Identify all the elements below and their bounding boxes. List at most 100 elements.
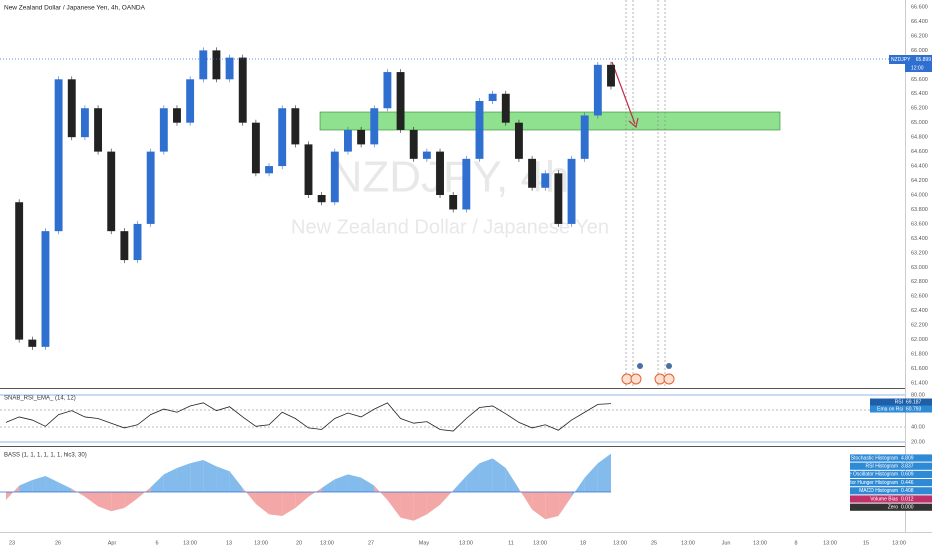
candle bbox=[54, 79, 63, 232]
rsi-tick-label: 80.00 bbox=[911, 392, 925, 398]
bass-area bbox=[453, 476, 467, 492]
rsi-tick-label: 20.00 bbox=[911, 439, 925, 445]
candle bbox=[449, 195, 458, 210]
bass-area bbox=[190, 460, 204, 492]
bass-badge-label: Alligator Hunger Histogram bbox=[838, 480, 898, 486]
candle bbox=[133, 223, 142, 261]
bass-area bbox=[255, 492, 270, 515]
price-tick-label: 63.600 bbox=[911, 221, 928, 227]
candle bbox=[317, 195, 326, 203]
price-tick-label: 65.000 bbox=[911, 120, 928, 126]
bass-area bbox=[282, 492, 296, 516]
bass-area bbox=[216, 466, 230, 492]
date-markers bbox=[625, 0, 666, 388]
bass-area bbox=[229, 471, 243, 492]
candle bbox=[330, 151, 339, 203]
bass-area bbox=[98, 492, 112, 512]
rsi-line bbox=[5, 402, 612, 432]
time-tick-label: 20 bbox=[296, 540, 302, 546]
bass-area bbox=[163, 468, 177, 492]
time-tick-label: 13 bbox=[226, 540, 232, 546]
symbol-tag: NZDJPY bbox=[891, 57, 911, 63]
candle bbox=[580, 115, 589, 159]
candle bbox=[265, 166, 273, 174]
price-tick-label: 66.400 bbox=[911, 19, 928, 25]
bass-area bbox=[532, 492, 546, 520]
time-tick-label: Apr bbox=[108, 540, 117, 546]
projection-arrow bbox=[611, 61, 636, 125]
candle bbox=[593, 64, 602, 116]
bass-area bbox=[545, 492, 559, 520]
bass-badge bbox=[850, 479, 932, 487]
time-tick-label: 13:00 bbox=[320, 540, 334, 546]
bass-badge-label: Zero bbox=[888, 505, 899, 511]
bass-area bbox=[334, 474, 348, 492]
candle bbox=[186, 79, 195, 123]
rsi-title: SNAB_RSI_EMA_ (14, 12) bbox=[4, 396, 76, 402]
bass-area bbox=[440, 490, 454, 505]
price-tick-label: 62.200 bbox=[911, 323, 928, 329]
rsi-badge bbox=[870, 405, 932, 413]
price-tick-label: 64.400 bbox=[911, 164, 928, 170]
candle bbox=[28, 339, 37, 347]
bass-area bbox=[400, 492, 414, 521]
price-tick-label: 63.200 bbox=[911, 250, 928, 256]
price-tick-label: 62.800 bbox=[911, 279, 928, 285]
bass-area bbox=[492, 458, 506, 492]
support-zone bbox=[319, 111, 781, 131]
bass-area bbox=[84, 492, 99, 507]
candle bbox=[238, 57, 247, 123]
candle bbox=[94, 108, 103, 152]
candle bbox=[475, 101, 484, 159]
time-tick-label: 25 bbox=[651, 540, 657, 546]
price-tick-label: 61.400 bbox=[911, 380, 928, 386]
price-tick-label: 66.000 bbox=[911, 48, 928, 54]
bass-badge-value: 0.408 bbox=[901, 488, 914, 494]
candle bbox=[462, 158, 471, 210]
price-tick-label: 62.000 bbox=[911, 337, 928, 343]
price-tick-label: 62.400 bbox=[911, 308, 928, 314]
price-tick-label: 66.200 bbox=[911, 33, 928, 39]
candle bbox=[67, 79, 76, 138]
price-tick-label: 64.000 bbox=[911, 192, 928, 198]
bass-badge-value: 4.809 bbox=[901, 455, 914, 461]
candle bbox=[607, 64, 615, 87]
time-tick-label: 27 bbox=[368, 540, 374, 546]
time-tick-label: 18 bbox=[580, 540, 586, 546]
time-tick-label: May bbox=[419, 540, 430, 546]
countdown: 12:00 bbox=[911, 65, 924, 71]
bass-badge-label: Awesome Oscillator Histogram bbox=[830, 472, 898, 478]
price-tick-label: 64.600 bbox=[911, 149, 928, 155]
bass-area bbox=[426, 492, 441, 515]
bass-badge-value: 0.000 bbox=[901, 505, 914, 511]
bass-area bbox=[387, 492, 401, 518]
chart-title: New Zealand Dollar / Japanese Yen, 4h, O… bbox=[4, 5, 146, 12]
bass-area bbox=[505, 468, 519, 492]
candle bbox=[173, 108, 181, 123]
time-tick-label: 13:00 bbox=[892, 540, 906, 546]
candle bbox=[436, 151, 444, 195]
bass-area bbox=[58, 482, 72, 492]
candle bbox=[396, 72, 405, 130]
price-tick-label: 65.600 bbox=[911, 77, 928, 83]
candle bbox=[278, 108, 287, 167]
rsi-badge-value: 60.793 bbox=[906, 406, 922, 412]
bass-area bbox=[558, 492, 572, 516]
candle bbox=[554, 173, 563, 224]
time-tick-label: 11 bbox=[508, 540, 514, 546]
watermark-name: New Zealand Dollar / Japanese Yen bbox=[291, 216, 609, 238]
candle bbox=[514, 122, 523, 159]
candle bbox=[15, 202, 24, 340]
bass-badge-label: RSI Histogram bbox=[865, 464, 898, 470]
candle bbox=[541, 173, 550, 188]
bass-area bbox=[413, 492, 427, 521]
time-tick-label: 13:00 bbox=[533, 540, 547, 546]
bass-badge bbox=[850, 503, 932, 511]
bass-area bbox=[295, 492, 309, 508]
price-tick-label: 63.400 bbox=[911, 236, 928, 242]
bass-area bbox=[347, 474, 362, 492]
time-tick-label: 26 bbox=[55, 540, 61, 546]
bass-area bbox=[374, 485, 388, 500]
bass-area bbox=[203, 460, 217, 492]
